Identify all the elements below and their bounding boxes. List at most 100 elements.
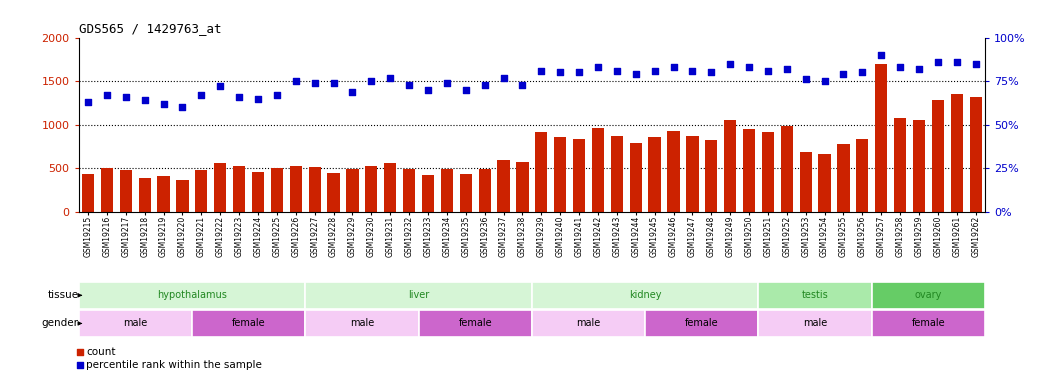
Bar [289,166,302,212]
Bar [346,169,358,212]
Bar [837,144,850,212]
Bar [176,180,189,212]
Point [911,66,927,72]
Text: male: male [350,318,374,328]
Point [325,80,342,86]
Text: gender: gender [42,318,79,328]
Bar [138,178,151,212]
Text: female: female [685,318,719,328]
Point [400,82,417,88]
Bar [252,172,264,212]
Point [268,92,285,98]
Point [930,59,946,65]
Point [967,61,984,67]
Point [155,101,172,107]
Text: GDS565 / 1429763_at: GDS565 / 1429763_at [79,22,221,35]
Bar [894,118,907,212]
Text: female: female [232,318,265,328]
Bar [856,139,869,212]
Point [854,69,871,75]
Point [287,78,304,84]
Text: male: male [123,318,148,328]
Bar [305,282,531,309]
Point [242,183,259,189]
Bar [705,140,718,212]
Bar [818,154,831,212]
Point [495,75,511,81]
Bar [79,310,192,337]
Point [514,82,530,88]
Point [948,59,965,65]
Bar [305,310,418,337]
Bar [233,166,245,212]
Bar [441,169,453,212]
Bar [517,162,528,212]
Bar [951,94,963,212]
Bar [82,174,94,212]
Bar [531,310,646,337]
Point [344,88,361,94]
Point [703,69,720,75]
Point [242,296,259,302]
Point [647,68,663,74]
Text: male: male [803,318,827,328]
Point [212,83,228,89]
Bar [101,168,113,212]
Bar [759,282,872,309]
Point [419,87,436,93]
Point [609,68,626,74]
Point [552,69,569,75]
Bar [872,310,985,337]
Bar [932,100,944,212]
Point [816,78,833,84]
Text: tissue: tissue [47,290,79,300]
Point [457,87,474,93]
Point [741,64,758,70]
Point [381,75,398,81]
Text: male: male [576,318,601,328]
Point [779,66,795,72]
Text: liver: liver [408,290,430,300]
Bar [724,120,737,212]
Bar [498,160,509,212]
Text: percentile rank within the sample: percentile rank within the sample [86,360,262,370]
Point [665,64,682,70]
Point [590,64,607,70]
Bar [630,143,641,212]
Text: female: female [458,318,492,328]
Point [571,69,588,75]
Bar [686,136,699,212]
Bar [800,152,812,212]
Bar [759,310,872,337]
Bar [460,174,472,212]
Bar [554,137,566,212]
Point [722,61,739,67]
Point [249,96,266,102]
Bar [781,126,793,212]
Text: kidney: kidney [629,290,661,300]
Bar [969,97,982,212]
Bar [762,132,774,212]
Bar [157,176,170,212]
Bar [192,310,305,337]
Bar [403,169,415,212]
Point [363,78,379,84]
Bar [875,64,888,212]
Bar [479,169,490,212]
Point [533,68,550,74]
Bar [536,132,547,212]
Bar [195,170,208,212]
Bar [270,168,283,212]
Bar [214,163,226,212]
Point [193,92,210,98]
Bar [611,136,623,212]
Bar [422,175,434,212]
Text: female: female [912,318,945,328]
Bar [743,129,756,212]
Bar [418,310,531,337]
Bar [668,131,680,212]
Bar [592,128,604,212]
Bar [119,170,132,212]
Point [231,94,247,100]
Point [684,68,701,74]
